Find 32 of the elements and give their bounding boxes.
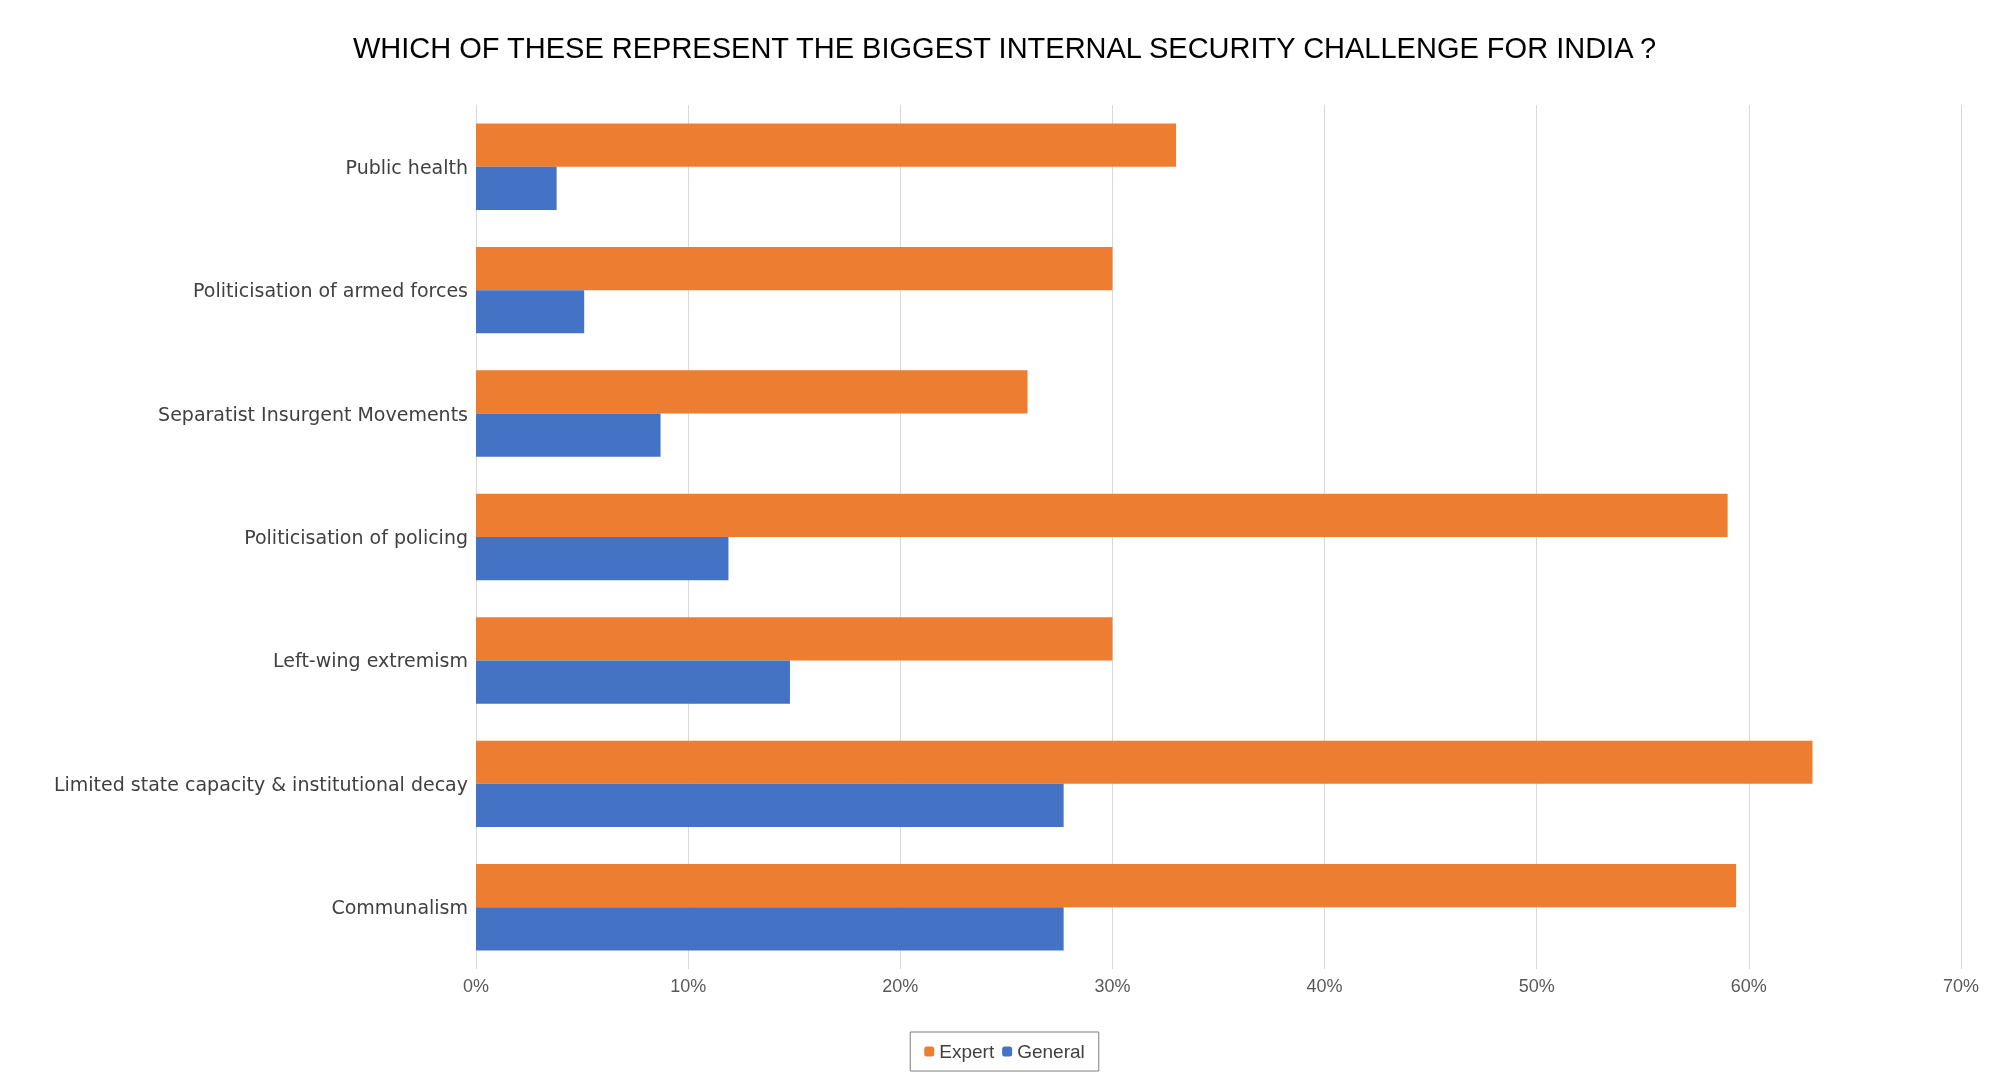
y-tick-label: Limited state capacity & institutional decay xyxy=(53,772,468,795)
y-tick-label: Left-wing extremism xyxy=(273,649,468,672)
bar xyxy=(476,660,790,704)
bar xyxy=(476,166,557,210)
bar xyxy=(476,123,1177,167)
bar xyxy=(476,783,1064,828)
x-tick-label: 10% xyxy=(670,976,707,996)
y-tick-label: Politicisation of armed forces xyxy=(193,279,468,302)
x-tick-label: 40% xyxy=(1306,976,1343,996)
bar xyxy=(476,413,661,457)
bar xyxy=(476,537,729,581)
y-tick-label: Politicisation of policing xyxy=(244,526,468,548)
bar xyxy=(476,864,1737,908)
legend-label: General xyxy=(1017,1041,1085,1062)
x-tick-label: 50% xyxy=(1518,976,1555,996)
x-tick-label: 0% xyxy=(462,976,490,996)
x-tick-label: 60% xyxy=(1730,976,1767,996)
x-tick-label: 20% xyxy=(882,976,919,996)
legend-label: Expert xyxy=(939,1041,995,1062)
y-tick-label: Public health xyxy=(345,155,468,178)
bar xyxy=(476,290,585,334)
y-tick-label: Communalism xyxy=(331,896,468,919)
x-tick-label: 30% xyxy=(1094,976,1131,996)
chart-title: WHICH OF THESE REPRESENT THE BIGGEST INTERNAL SECURITY CHALLENGE FOR INDIA ? xyxy=(352,31,1657,64)
bar xyxy=(476,740,1813,784)
bar xyxy=(476,246,1113,291)
x-tick-label: 70% xyxy=(1942,976,1980,996)
bar xyxy=(476,370,1028,414)
bar xyxy=(476,493,1728,537)
bar xyxy=(476,617,1113,661)
y-tick-label: Separatist Insurgent Movements xyxy=(158,402,468,425)
bar xyxy=(476,907,1064,951)
